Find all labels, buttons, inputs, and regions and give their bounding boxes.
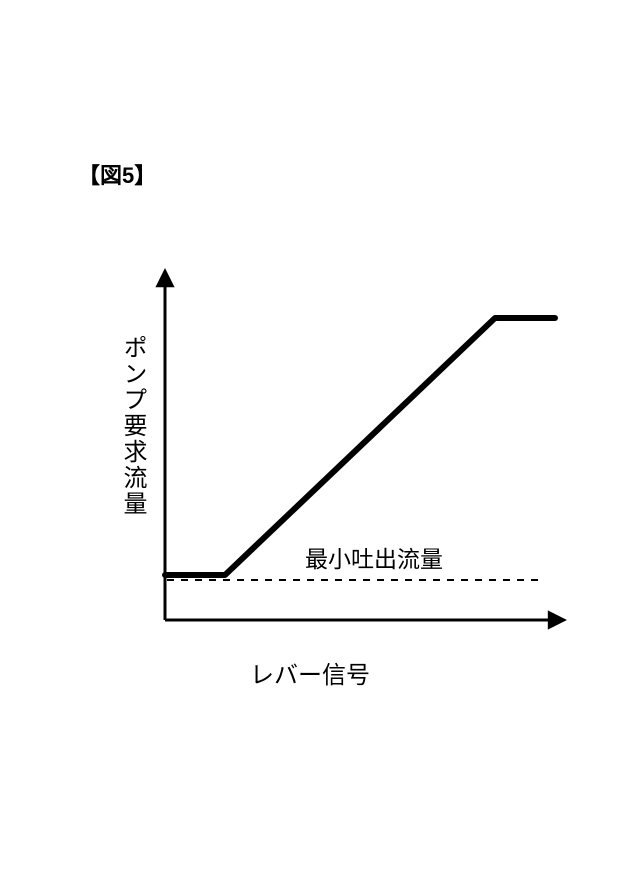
x-axis-label: レバー信号 [250, 655, 370, 690]
chart-svg [0, 0, 640, 876]
page: 【図5】 ポンプ要求流量 レバー信号 最小吐出流量 [0, 0, 640, 876]
y-axis-label: ポンプ要求流量 [115, 335, 150, 517]
curve [165, 318, 555, 575]
min-flow-annotation: 最小吐出流量 [305, 540, 443, 574]
